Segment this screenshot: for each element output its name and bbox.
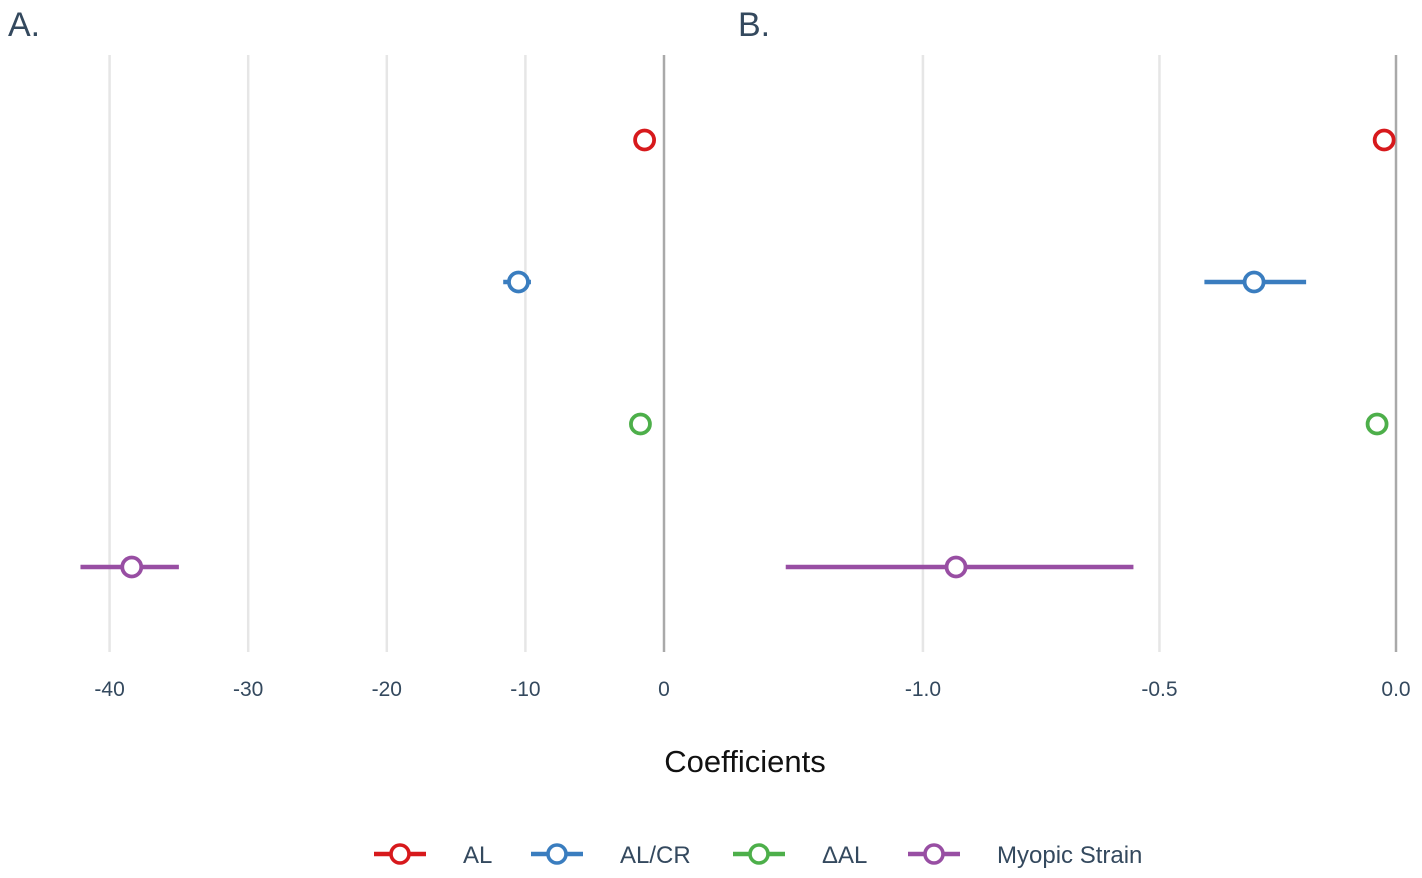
data-point — [633, 128, 656, 152]
legend-label: ΔAL — [822, 842, 867, 869]
panel-label: A. — [8, 6, 40, 44]
legend-label: AL/CR — [620, 842, 691, 869]
x-tick-label: 0.0 — [1381, 678, 1410, 701]
legend-key-point — [389, 843, 411, 865]
legend-label: Myopic Strain — [997, 842, 1142, 869]
x-tick-label: 0 — [658, 678, 670, 701]
legend-key-point — [748, 843, 770, 865]
data-point — [1242, 270, 1266, 294]
data-point — [1365, 412, 1389, 436]
data-point — [1372, 128, 1396, 152]
legend-key-point — [546, 843, 568, 865]
legend-item: Myopic Strain — [908, 842, 1142, 869]
x-tick-label: -30 — [233, 678, 263, 701]
legend-item: ΔAL — [733, 842, 867, 869]
legend-key-point — [923, 843, 945, 865]
legend: AL AL/CR ΔAL Myopic Strain — [374, 842, 1142, 869]
panel-label: B. — [738, 6, 770, 44]
x-axis-title: Coefficients — [664, 744, 825, 779]
legend-item: AL — [374, 842, 492, 869]
panel-b: B. -1.0 -0.5 0.0 — [738, 6, 1411, 701]
x-tick-label: -1.0 — [905, 678, 941, 701]
x-tick-label: -40 — [94, 678, 124, 701]
legend-label: AL — [463, 842, 492, 869]
data-point — [629, 412, 652, 436]
data-point — [120, 555, 144, 579]
panels: A. -40 -30 -20 -10 0 B. -1.0 -0.5 0.0 — [8, 6, 1411, 701]
legend-item: AL/CR — [531, 842, 691, 869]
panel-a: A. -40 -30 -20 -10 0 — [8, 6, 670, 701]
data-point — [507, 270, 530, 294]
data-point — [944, 555, 968, 579]
x-tick-label: -10 — [510, 678, 540, 701]
x-tick-label: -20 — [372, 678, 402, 701]
x-tick-label: -0.5 — [1141, 678, 1177, 701]
